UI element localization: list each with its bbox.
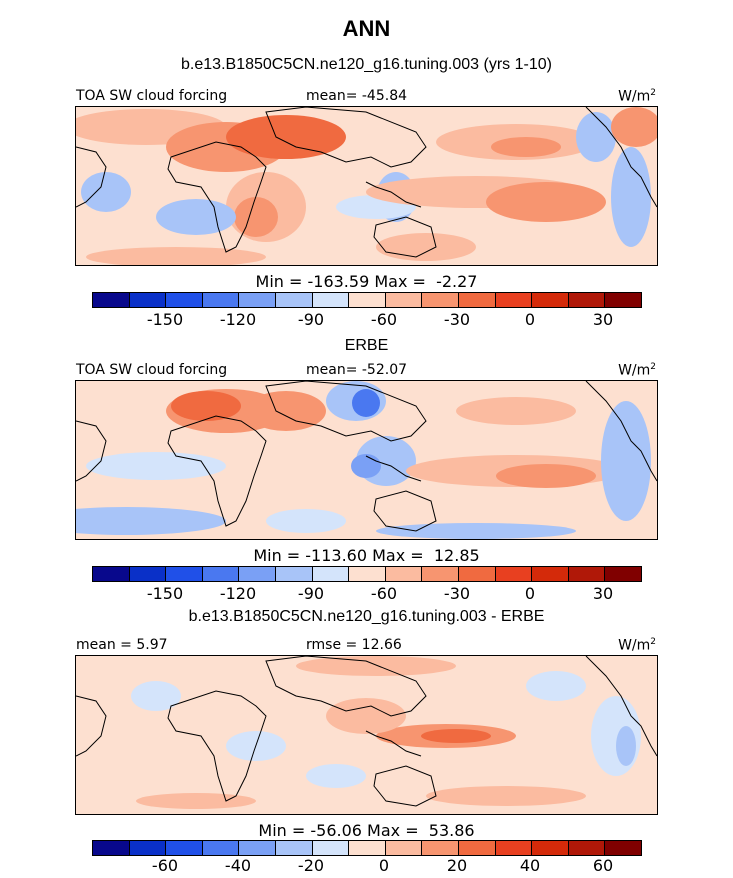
colorbar-tick-label: -120 bbox=[219, 310, 257, 329]
colorbar-tick-label: -60 bbox=[370, 310, 398, 329]
colorbar-swatch bbox=[129, 293, 167, 307]
colorbar-swatch bbox=[166, 567, 203, 581]
colorbar-swatch bbox=[349, 293, 386, 307]
colorbar-swatch bbox=[275, 841, 313, 855]
colorbar-swatch bbox=[129, 841, 167, 855]
panel-2-colorbar-ticks: -150 -120 -90 -60 -30 0 30 bbox=[92, 584, 640, 604]
colorbar-swatch bbox=[312, 841, 350, 855]
colorbar-tick-label: 0 bbox=[524, 584, 536, 603]
panel-2-minmax: Min = -113.60 Max = 12.85 bbox=[253, 546, 480, 565]
panel-1-left-label: TOA SW cloud forcing bbox=[76, 88, 228, 104]
panel-3-minmax: Min = -56.06 Max = 53.86 bbox=[258, 821, 475, 840]
panel-3-subtitle: b.e13.B1850C5CN.ne120_g16.tuning.003 - E… bbox=[188, 608, 545, 625]
colorbar-swatch bbox=[568, 841, 606, 855]
colorbar-tick-label: -60 bbox=[151, 856, 179, 875]
panel-2-map-svg bbox=[76, 381, 657, 539]
colorbar-tick-label: 0 bbox=[524, 310, 536, 329]
colorbar-tick-label: -60 bbox=[370, 584, 398, 603]
colorbar-swatch bbox=[568, 293, 606, 307]
panel-3-mean-label: mean = 5.97 bbox=[76, 637, 168, 653]
colorbar-swatch bbox=[202, 841, 240, 855]
colorbar-tick-label: -120 bbox=[219, 584, 257, 603]
colorbar-tick-label: -30 bbox=[443, 310, 471, 329]
colorbar-swatch bbox=[458, 567, 496, 581]
colorbar-swatch bbox=[239, 841, 276, 855]
panel-3-units: W/m2 bbox=[618, 637, 656, 654]
panel-1-subtitle: b.e13.B1850C5CN.ne120_g16.tuning.003 (yr… bbox=[181, 56, 552, 73]
panel-1-units: W/m2 bbox=[618, 88, 656, 105]
panel-1-mean-label: mean= -45.84 bbox=[306, 88, 408, 104]
colorbar-tick-label: 0 bbox=[378, 856, 390, 875]
colorbar-tick-label: 40 bbox=[519, 856, 541, 875]
colorbar-swatch bbox=[422, 841, 459, 855]
colorbar-swatch bbox=[349, 567, 386, 581]
colorbar-tick-label: -90 bbox=[297, 310, 325, 329]
panel-3-map-svg bbox=[76, 656, 657, 814]
colorbar-tick-label: 30 bbox=[592, 584, 614, 603]
colorbar-swatch bbox=[458, 293, 496, 307]
colorbar-swatch bbox=[349, 841, 386, 855]
colorbar-swatch bbox=[166, 293, 203, 307]
colorbar-swatch bbox=[202, 293, 240, 307]
colorbar-swatch bbox=[93, 567, 130, 581]
colorbar-swatch bbox=[495, 567, 533, 581]
colorbar-swatch bbox=[93, 293, 130, 307]
panel-1-minmax: Min = -163.59 Max = -2.27 bbox=[255, 272, 478, 291]
colorbar-tick-label: -30 bbox=[443, 584, 471, 603]
colorbar-tick-label: 60 bbox=[592, 856, 614, 875]
colorbar-swatch bbox=[239, 567, 276, 581]
figure-title: ANN bbox=[342, 16, 391, 41]
colorbar-tick-label: 30 bbox=[592, 310, 614, 329]
colorbar-swatch bbox=[605, 841, 641, 855]
colorbar-tick-label: -150 bbox=[146, 584, 184, 603]
colorbar-swatch bbox=[422, 293, 459, 307]
colorbar-swatch bbox=[532, 567, 569, 581]
colorbar-tick-label: -150 bbox=[146, 310, 184, 329]
colorbar-tick-label: -20 bbox=[297, 856, 325, 875]
panel-2-left-label: TOA SW cloud forcing bbox=[76, 362, 228, 378]
colorbar-tick-label: 20 bbox=[446, 856, 468, 875]
panel-2-map bbox=[75, 380, 658, 540]
colorbar-swatch bbox=[422, 567, 459, 581]
panel-2-subtitle: ERBE bbox=[344, 337, 389, 354]
colorbar-swatch bbox=[275, 567, 313, 581]
colorbar-tick-label: -90 bbox=[297, 584, 325, 603]
colorbar-swatch bbox=[385, 293, 423, 307]
colorbar-swatch bbox=[202, 567, 240, 581]
panel-3-colorbar bbox=[92, 840, 642, 856]
panel-1-colorbar-ticks: -150 -120 -90 -60 -30 0 30 bbox=[92, 310, 640, 330]
colorbar-swatch bbox=[495, 841, 533, 855]
colorbar-swatch bbox=[532, 293, 569, 307]
panel-2-mean-label: mean= -52.07 bbox=[306, 362, 408, 378]
colorbar-swatch bbox=[385, 567, 423, 581]
panel-2-colorbar bbox=[92, 566, 642, 582]
colorbar-swatch bbox=[275, 293, 313, 307]
colorbar-swatch bbox=[495, 293, 533, 307]
panel-1-map bbox=[75, 106, 658, 266]
colorbar-swatch bbox=[532, 841, 569, 855]
colorbar-swatch bbox=[605, 293, 641, 307]
colorbar-swatch bbox=[129, 567, 167, 581]
colorbar-swatch bbox=[458, 841, 496, 855]
colorbar-tick-label: -40 bbox=[224, 856, 252, 875]
colorbar-swatch bbox=[385, 841, 423, 855]
colorbar-swatch bbox=[239, 293, 276, 307]
panel-3-rmse-label: rmse = 12.66 bbox=[306, 637, 402, 653]
colorbar-swatch bbox=[93, 841, 130, 855]
colorbar-swatch bbox=[312, 293, 350, 307]
panel-1-colorbar bbox=[92, 292, 642, 308]
colorbar-swatch bbox=[166, 841, 203, 855]
panel-2-units: W/m2 bbox=[618, 362, 656, 379]
panel-3-colorbar-ticks: -60 -40 -20 0 20 40 60 bbox=[92, 856, 640, 876]
panel-3-map bbox=[75, 655, 658, 815]
colorbar-swatch bbox=[312, 567, 350, 581]
colorbar-swatch bbox=[605, 567, 641, 581]
colorbar-swatch bbox=[568, 567, 606, 581]
panel-1-map-svg bbox=[76, 107, 657, 265]
